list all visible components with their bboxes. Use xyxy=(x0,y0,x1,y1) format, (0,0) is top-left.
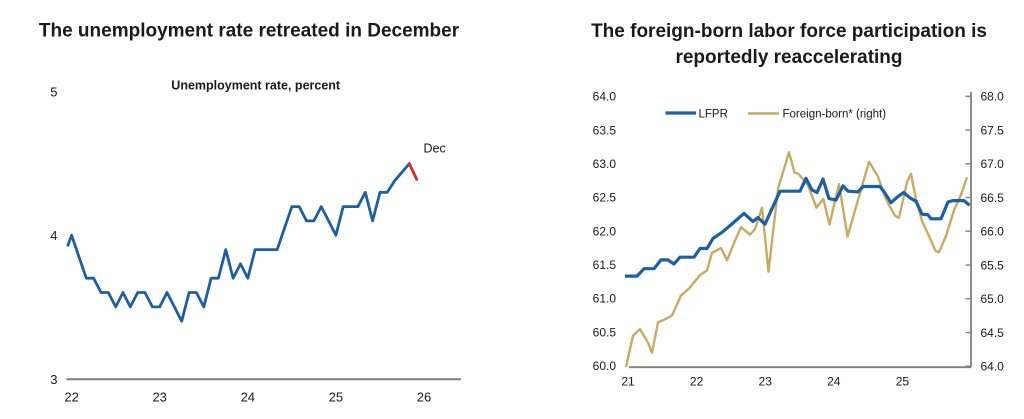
svg-text:61.5: 61.5 xyxy=(593,258,617,272)
svg-text:62.5: 62.5 xyxy=(593,191,617,205)
svg-text:5: 5 xyxy=(50,85,57,100)
svg-text:3: 3 xyxy=(50,372,57,387)
svg-text:65.0: 65.0 xyxy=(981,292,1005,306)
svg-text:23: 23 xyxy=(152,390,166,405)
svg-text:4: 4 xyxy=(50,228,57,243)
svg-text:25: 25 xyxy=(329,390,343,405)
svg-text:60.0: 60.0 xyxy=(593,359,617,373)
svg-text:67.5: 67.5 xyxy=(981,123,1005,137)
svg-text:64.0: 64.0 xyxy=(981,360,1005,374)
svg-text:The foreign-born labor force p: The foreign-born labor force participati… xyxy=(591,21,987,42)
svg-text:67.0: 67.0 xyxy=(981,157,1005,171)
svg-text:61.0: 61.0 xyxy=(593,292,617,306)
svg-text:64.0: 64.0 xyxy=(593,90,617,104)
svg-text:63.5: 63.5 xyxy=(593,123,617,137)
svg-text:25: 25 xyxy=(896,375,910,389)
svg-text:62.0: 62.0 xyxy=(593,224,617,238)
svg-text:22: 22 xyxy=(690,375,704,389)
svg-text:22: 22 xyxy=(64,390,78,405)
svg-text:66.0: 66.0 xyxy=(981,225,1005,239)
svg-text:Foreign-born* (right): Foreign-born* (right) xyxy=(783,109,887,121)
svg-text:The unemployment rate retreate: The unemployment rate retreated in Decem… xyxy=(39,21,460,42)
svg-text:21: 21 xyxy=(621,375,635,389)
svg-text:24: 24 xyxy=(827,375,841,389)
svg-text:reportedly reaccelerating: reportedly reaccelerating xyxy=(675,47,902,68)
svg-text:68.0: 68.0 xyxy=(981,90,1005,104)
svg-text:65.5: 65.5 xyxy=(981,258,1005,272)
svg-text:66.5: 66.5 xyxy=(981,191,1005,205)
svg-text:63.0: 63.0 xyxy=(593,157,617,171)
svg-text:26: 26 xyxy=(417,390,431,405)
svg-text:Dec: Dec xyxy=(424,142,446,156)
svg-text:60.5: 60.5 xyxy=(593,325,617,339)
svg-text:Unemployment rate, percent: Unemployment rate, percent xyxy=(171,79,341,93)
svg-text:23: 23 xyxy=(759,375,773,389)
svg-text:24: 24 xyxy=(241,390,255,405)
svg-text:64.5: 64.5 xyxy=(981,326,1005,340)
svg-text:LFPR: LFPR xyxy=(699,109,728,121)
